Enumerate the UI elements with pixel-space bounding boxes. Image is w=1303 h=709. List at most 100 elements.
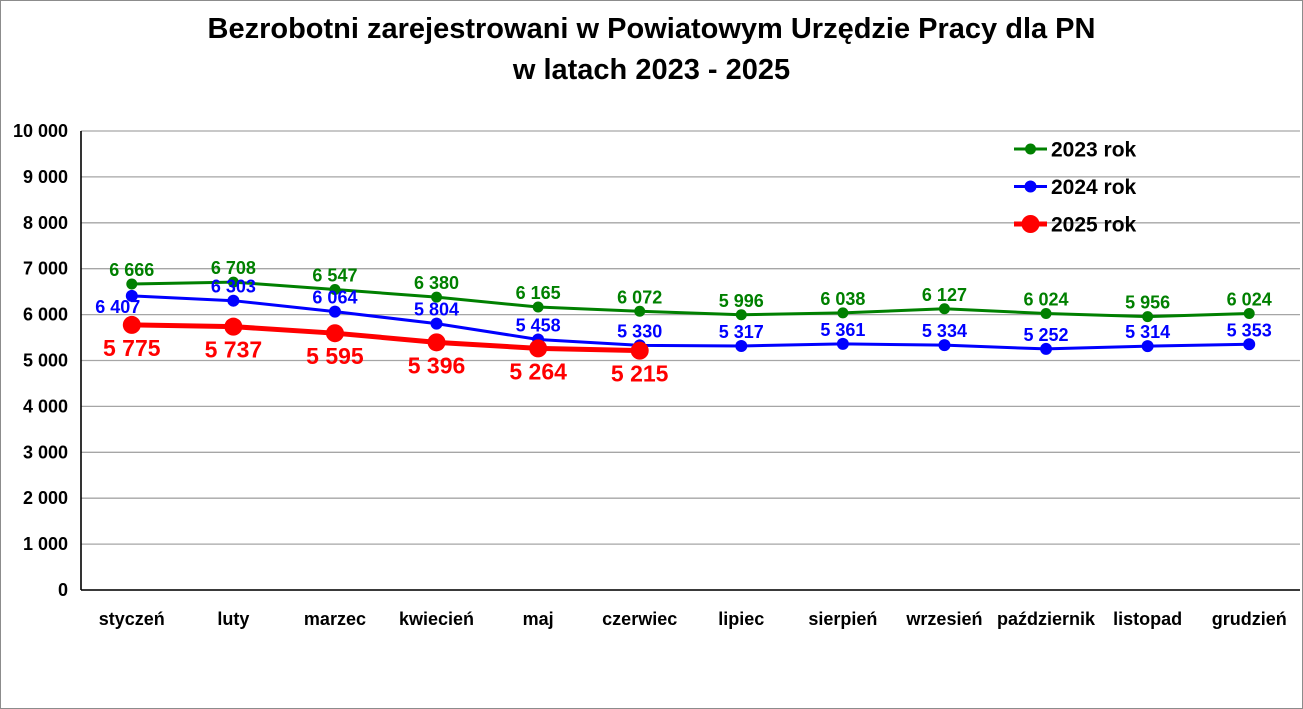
data-point-marker xyxy=(837,307,849,319)
x-category-label: marzec xyxy=(304,609,366,629)
y-tick-label: 3 000 xyxy=(23,442,68,462)
data-point-label: 5 361 xyxy=(820,320,865,340)
y-tick-label: 4 000 xyxy=(23,396,68,416)
data-point-marker xyxy=(1142,311,1154,323)
y-tick-label: 2 000 xyxy=(23,488,68,508)
y-tick-label: 9 000 xyxy=(23,167,68,187)
data-point-marker xyxy=(227,276,239,288)
data-point-label: 5 314 xyxy=(1125,322,1170,342)
x-category-label: luty xyxy=(217,609,249,629)
data-point-label: 6 708 xyxy=(211,258,256,278)
y-tick-label: 5 000 xyxy=(23,351,68,371)
data-point-marker xyxy=(1243,338,1256,351)
data-point-label: 5 775 xyxy=(103,335,161,361)
data-point-label: 6 024 xyxy=(1227,289,1272,309)
legend-marker xyxy=(1025,143,1036,155)
data-point-label: 6 038 xyxy=(820,289,865,309)
data-point-marker xyxy=(634,305,646,317)
data-point-marker xyxy=(122,315,141,334)
data-point-marker xyxy=(529,339,548,358)
data-point-label: 5 804 xyxy=(414,300,459,320)
legend-label: 2024 rok xyxy=(1051,176,1137,199)
x-category-label: listopad xyxy=(1113,609,1182,629)
chart-title: Bezrobotni zarejestrowani w Powiatowym U… xyxy=(1,9,1302,91)
data-point-label: 5 956 xyxy=(1125,293,1170,313)
legend-item: 2024 rok xyxy=(1014,176,1137,199)
data-point-label: 6 127 xyxy=(922,285,967,305)
data-point-label: 5 737 xyxy=(205,337,263,363)
series-2024-rok: 6 407 6 303 6 064 5 804 5 458 5 330 5 317 5 361… xyxy=(95,277,1272,355)
data-point-label: 6 547 xyxy=(312,265,357,285)
data-point-marker xyxy=(532,301,544,313)
data-point-label: 6 024 xyxy=(1024,289,1069,309)
data-point-marker xyxy=(430,317,443,330)
data-point-marker xyxy=(329,283,341,295)
data-point-marker xyxy=(836,337,849,350)
data-point-label: 6 666 xyxy=(109,260,154,280)
x-category-label: wrzesień xyxy=(905,609,982,629)
legend-label: 2023 rok xyxy=(1051,139,1137,162)
y-tick-label: 7 000 xyxy=(23,259,68,279)
data-point-label: 6 380 xyxy=(414,273,459,293)
data-point-marker xyxy=(126,278,138,290)
series-line xyxy=(130,280,1251,319)
legend-item: 2025 rok xyxy=(1014,214,1137,237)
data-point-label: 6 407 xyxy=(95,297,140,317)
data-point-label: 5 595 xyxy=(306,343,364,369)
y-tick-label: 6 000 xyxy=(23,305,68,325)
data-point-label: 6 064 xyxy=(312,288,357,308)
x-category-label: grudzień xyxy=(1212,609,1287,629)
chart-title-line2: w latach 2023 - 2025 xyxy=(512,54,791,86)
data-point-marker xyxy=(427,333,446,352)
data-point-label: 5 458 xyxy=(516,315,561,335)
data-point-marker xyxy=(1141,340,1154,353)
data-point-marker xyxy=(1040,342,1053,355)
data-point-marker xyxy=(630,341,649,360)
data-point-marker xyxy=(735,309,747,321)
data-point-marker xyxy=(224,317,243,336)
x-category-label: styczeń xyxy=(99,609,165,629)
x-category-label: maj xyxy=(523,609,554,629)
series-line xyxy=(129,322,643,354)
data-point-marker xyxy=(938,339,951,352)
data-point-label: 5 317 xyxy=(719,322,764,342)
y-tick-label: 10 000 xyxy=(13,121,68,141)
series-2023-rok: 6 666 6 708 6 547 6 380 6 165 6 072 5 996 6 038… xyxy=(109,258,1272,323)
data-point-label: 6 165 xyxy=(516,283,561,303)
series-2025-rok: 5 775 5 737 5 595 5 396 5 264 5 215 xyxy=(103,315,669,387)
legend-marker xyxy=(1024,180,1037,193)
data-point-marker xyxy=(1040,307,1052,319)
x-category-label: sierpień xyxy=(808,609,877,629)
legend-item: 2023 rok xyxy=(1014,139,1137,162)
data-point-label: 5 215 xyxy=(611,361,669,387)
data-point-marker xyxy=(328,305,341,318)
x-category-label: czerwiec xyxy=(602,609,677,629)
legend-label: 2025 rok xyxy=(1051,214,1137,237)
data-point-label: 6 303 xyxy=(211,277,256,297)
data-point-marker xyxy=(125,289,138,302)
data-point-label: 5 353 xyxy=(1227,320,1272,340)
data-point-marker xyxy=(227,294,240,307)
series-line xyxy=(130,294,1251,351)
x-category-label: październik xyxy=(997,609,1096,629)
data-point-label: 5 396 xyxy=(408,352,466,378)
x-category-label: lipiec xyxy=(718,609,764,629)
data-point-label: 5 264 xyxy=(509,358,567,384)
data-point-marker xyxy=(938,303,950,315)
data-point-label: 5 996 xyxy=(719,291,764,311)
data-point-label: 5 330 xyxy=(617,321,662,341)
chart-title-line1: Bezrobotni zarejestrowani w Powiatowym U… xyxy=(207,13,1096,45)
data-point-marker xyxy=(1243,307,1255,319)
y-tick-label: 8 000 xyxy=(23,213,68,233)
data-point-marker xyxy=(735,339,748,352)
data-point-marker xyxy=(431,291,443,303)
data-point-label: 5 334 xyxy=(922,321,967,341)
data-point-label: 6 072 xyxy=(617,287,662,307)
data-point-marker xyxy=(325,324,344,343)
data-point-label: 5 252 xyxy=(1024,325,1069,345)
y-tick-label: 0 xyxy=(58,580,68,600)
x-category-label: kwiecień xyxy=(399,609,474,629)
y-tick-label: 1 000 xyxy=(23,534,68,554)
